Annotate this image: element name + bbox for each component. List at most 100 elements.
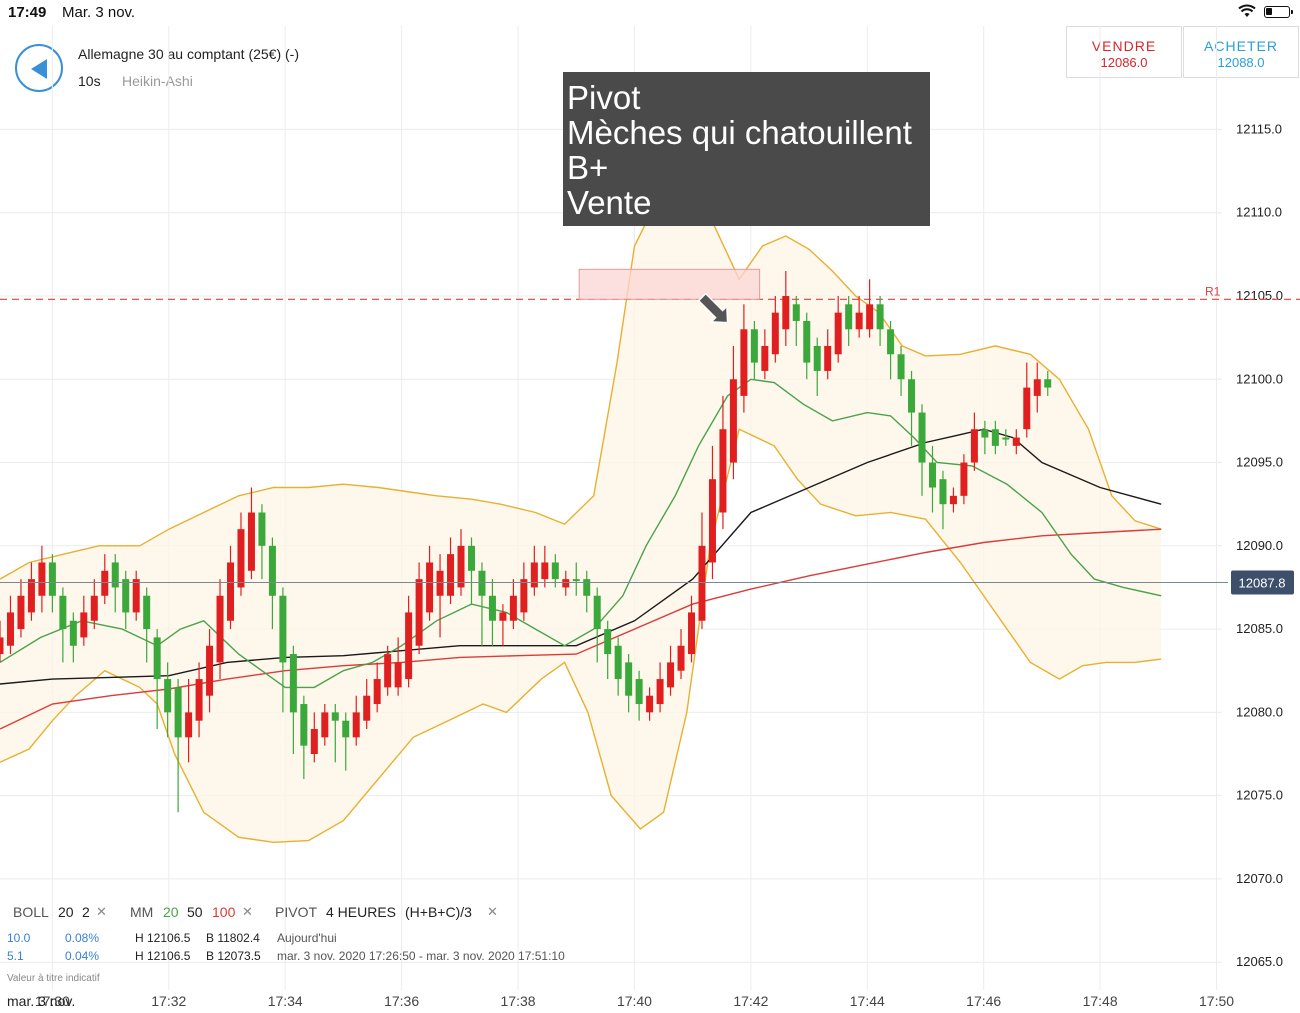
candle-up [939,479,947,505]
candle-up [279,595,287,663]
pivot-formula: (H+B+C)/3 [405,904,472,920]
chart-type-selector[interactable]: Heikin-Ashi [122,73,193,89]
candle-down [688,612,696,655]
candle-up [572,579,580,582]
status-bar: 17:49 Mar. 3 nov. [0,0,1300,26]
candle-up [69,620,77,646]
back-arrow-icon [31,59,47,79]
candle-down [667,662,675,688]
candle-down [6,612,14,646]
candle-up [289,654,297,713]
back-button[interactable] [15,44,63,92]
candle-up [467,545,475,571]
buy-label: ACHETER [1204,38,1278,54]
candle-up [803,320,811,363]
candle-up [153,637,161,680]
candle-down [824,345,832,371]
candle-down [352,712,360,738]
remove-pivot-icon[interactable]: ✕ [487,904,498,919]
annotation-line: Vente [567,184,651,221]
annotation-line: B+ [567,149,608,186]
sell-button[interactable]: VENDRE 12086.0 [1066,26,1182,78]
candle-down [237,529,245,588]
x-tick-label: 17:30 [35,993,70,1009]
x-tick-label: 17:42 [733,993,768,1009]
candle-up [1002,437,1010,440]
candle-down [866,304,874,330]
y-tick-label: 12115.0 [1236,121,1282,136]
candle-up [342,720,350,738]
candle-up [122,579,130,613]
candle-down [656,679,664,705]
candle-down [530,562,538,588]
y-tick-label: 12075.0 [1236,788,1283,803]
candle-down [708,479,716,563]
candle-up [583,579,591,596]
candle-up [625,662,633,696]
candle-down [509,595,517,621]
mm-50: 50 [187,904,203,920]
candle-down [447,554,455,596]
candle-down [384,654,392,688]
x-tick-label: 17:38 [501,993,536,1009]
x-tick-label: 17:34 [268,993,303,1009]
candle-down [216,595,224,663]
annotation-arrow-icon [697,292,729,324]
candle-down [834,312,842,355]
legend-row2-value: 5.1 [7,949,24,963]
candle-down [771,312,779,355]
candle-down [855,312,863,330]
y-tick-label: 12105.0 [1236,288,1283,303]
annotation-line: Mèches qui chatouillent [567,114,912,151]
candle-down [499,612,507,621]
candle-down [0,637,4,655]
candle-down [38,562,46,596]
candle-up [268,545,276,596]
candle-down [457,545,465,588]
candle-down [719,429,727,513]
candle-down [960,462,968,496]
y-tick-label: 12095.0 [1236,455,1283,470]
candle-down [740,329,748,396]
candle-up [928,462,936,488]
candle-up [111,562,119,588]
candle-down [1023,387,1031,430]
legend-row1-high: H 12106.5 [135,931,191,945]
candle-up [174,687,182,738]
mm-100: 100 [212,904,236,920]
candle-down [436,570,444,596]
candle-down [27,579,35,613]
candle-up [845,304,853,330]
legend-row2-high: H 12106.5 [135,949,191,963]
candle-down [520,579,528,613]
candle-up [614,645,622,680]
buy-button[interactable]: ACHETER 12088.0 [1183,26,1299,78]
candle-up [635,679,643,705]
y-tick-label: 12085.0 [1236,621,1283,636]
candle-up [750,329,758,363]
candle-down [405,612,413,680]
x-tick-label: 17:32 [151,993,186,1009]
y-tick-label: 12100.0 [1236,371,1283,386]
candle-down [949,495,957,505]
timeframe-selector[interactable]: 10s [78,73,101,89]
legend-row1-percent: 0.08% [65,931,100,945]
annotation-box [563,72,930,226]
candle-up [876,304,884,330]
legend-row2-low: B 12073.5 [206,949,261,963]
x-tick-label: 17:50 [1199,993,1234,1009]
legend-row2-period: mar. 3 nov. 2020 17:26:50 - mar. 3 nov. … [277,949,565,963]
remove-boll-icon[interactable]: ✕ [96,904,107,919]
x-tick-label: 17:44 [850,993,885,1009]
y-tick-label: 12110.0 [1236,205,1282,220]
candle-up [551,562,559,580]
buy-price: 12088.0 [1217,55,1265,70]
candle-down [310,729,318,754]
candle-down [373,679,381,705]
x-tick-label: 17:48 [1083,993,1118,1009]
pivot-name: PIVOT [275,904,318,920]
remove-mm-icon[interactable]: ✕ [242,904,253,919]
candle-up [48,562,56,596]
disclaimer: Valeur à titre indicatif [7,973,100,984]
